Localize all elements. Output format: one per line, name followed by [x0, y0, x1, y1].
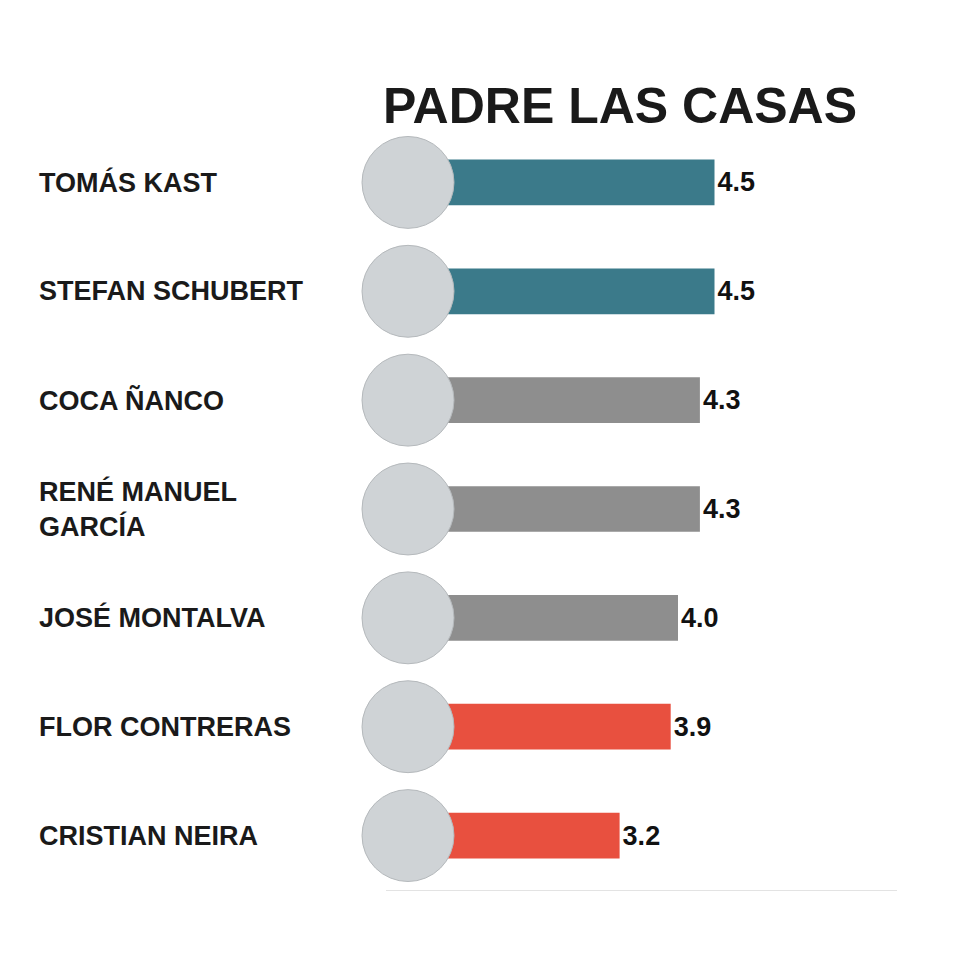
- svg-text:4.3: 4.3: [703, 494, 741, 524]
- svg-text:4.3: 4.3: [703, 385, 741, 415]
- svg-text:COCA ÑANCO: COCA ÑANCO: [39, 385, 224, 416]
- svg-text:CRISTIAN NEIRA: CRISTIAN NEIRA: [39, 821, 258, 851]
- svg-text:3.9: 3.9: [674, 712, 712, 742]
- svg-text:JOSÉ MONTALVA: JOSÉ MONTALVA: [39, 602, 266, 633]
- svg-text:PADRE LAS CASAS: PADRE LAS CASAS: [383, 78, 857, 134]
- svg-text:4.5: 4.5: [718, 276, 756, 306]
- svg-text:FLOR CONTRERAS: FLOR CONTRERAS: [39, 712, 291, 742]
- svg-text:STEFAN SCHUBERT: STEFAN SCHUBERT: [39, 276, 304, 306]
- svg-text:TOMÁS KAST: TOMÁS KAST: [39, 167, 218, 198]
- svg-text:3.2: 3.2: [623, 821, 661, 851]
- svg-text:4.5: 4.5: [718, 167, 756, 197]
- svg-text:4.0: 4.0: [681, 603, 719, 633]
- svg-text:RENÉ MANUELGARCÍA: RENÉ MANUELGARCÍA: [39, 476, 237, 542]
